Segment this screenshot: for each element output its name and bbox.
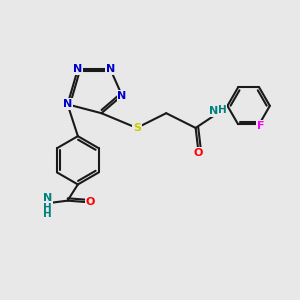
Text: H: H [44,209,52,219]
Text: N: N [63,99,72,110]
Text: N: N [73,64,83,74]
Text: S: S [133,123,141,133]
Text: N: N [106,64,115,74]
Text: N: N [209,106,218,116]
Text: O: O [194,148,203,158]
Text: N: N [43,193,52,203]
Text: O: O [85,197,95,207]
Text: H: H [218,105,226,115]
Text: F: F [257,121,265,131]
Text: N: N [117,91,127,100]
Text: H: H [44,203,52,213]
